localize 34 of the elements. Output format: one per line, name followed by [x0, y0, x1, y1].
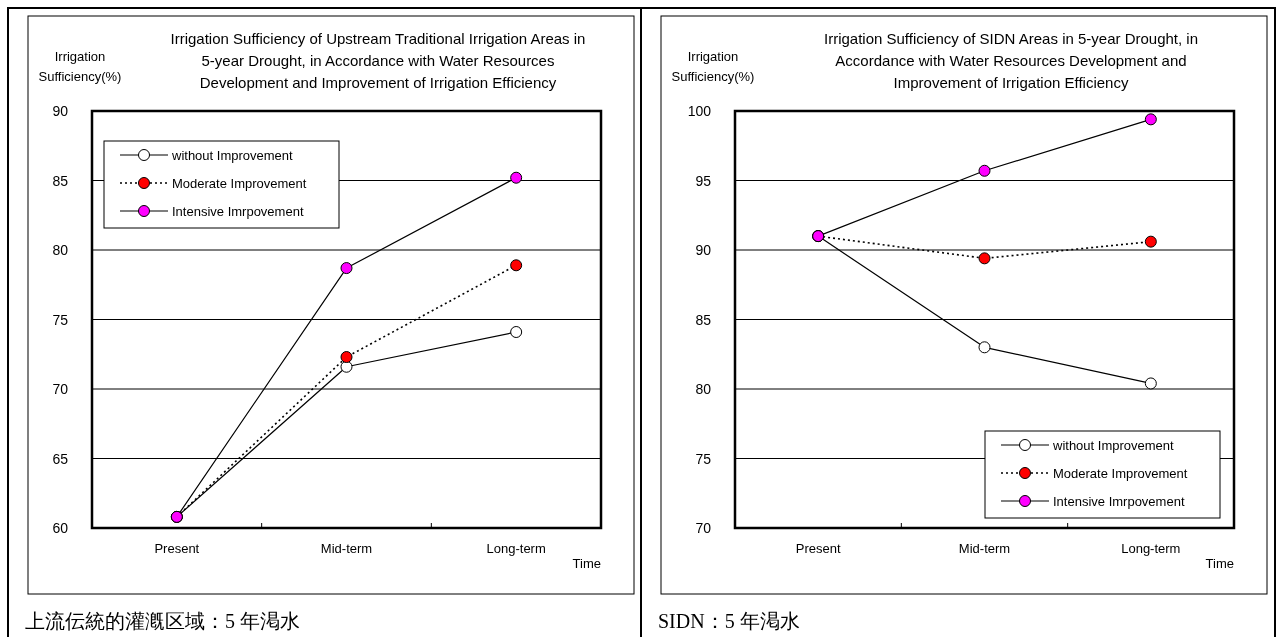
x-tick-label: Mid-term	[958, 541, 1011, 556]
y-tick-label: 85	[52, 172, 69, 189]
chart-title: Irrigation Sufficiency of SIDN Areas in 5-year Drought, in Accordance with Water Resources Development and Improvement of Irrigation Efficiency	[823, 30, 1199, 91]
legend-label: without Improvement	[1052, 438, 1175, 453]
x-tick-label: Long-term	[1121, 541, 1181, 556]
x-tick-label: Present	[795, 541, 841, 556]
legend-label: Moderate Improvement	[1053, 466, 1188, 481]
y-tick-label: 95	[695, 172, 712, 189]
y-tick-label: 85	[695, 311, 712, 328]
y-tick-label: 75	[695, 450, 712, 467]
y-tick-label: 65	[52, 450, 69, 467]
y-tick-label: 100	[687, 103, 712, 119]
legend-label: Intensive Imrpovement	[172, 204, 304, 219]
x-axis-title: Time	[1205, 556, 1234, 571]
y-tick-label: 60	[52, 520, 69, 536]
x-tick-label: Mid-term	[320, 541, 373, 556]
legend-label: without Improvement	[171, 148, 294, 163]
y-axis-title: Irrigation Sufficiency(%)	[38, 49, 122, 84]
y-tick-label: 80	[52, 242, 69, 258]
text: SIDN：5 年渇水	[658, 610, 800, 632]
y-tick-label: 80	[695, 381, 712, 397]
y-tick-label: 70	[695, 520, 712, 536]
y-tick-label: 90	[52, 103, 69, 119]
x-axis-title: Time	[572, 556, 601, 571]
y-tick-label: 75	[52, 311, 69, 328]
y-tick-label: 70	[52, 381, 69, 397]
y-axis-title: Irrigation Sufficiency(%)	[671, 49, 755, 84]
text: 上流伝統的灌漑区域：5 年渇水	[25, 610, 300, 632]
y-tick-label: 90	[695, 242, 712, 258]
legend-label: Moderate Improvement	[172, 176, 307, 191]
legend-label: Intensive Imrpovement	[1053, 494, 1185, 509]
x-tick-label: Present	[154, 541, 200, 556]
x-tick-label: Long-term	[486, 541, 546, 556]
chart-title: Irrigation Sufficiency of Upstream Traditional Irrigation Areas in 5-year Drought, in Accordance with Water Resources Development and Improvement of Irrigation Efficiency	[170, 30, 586, 91]
